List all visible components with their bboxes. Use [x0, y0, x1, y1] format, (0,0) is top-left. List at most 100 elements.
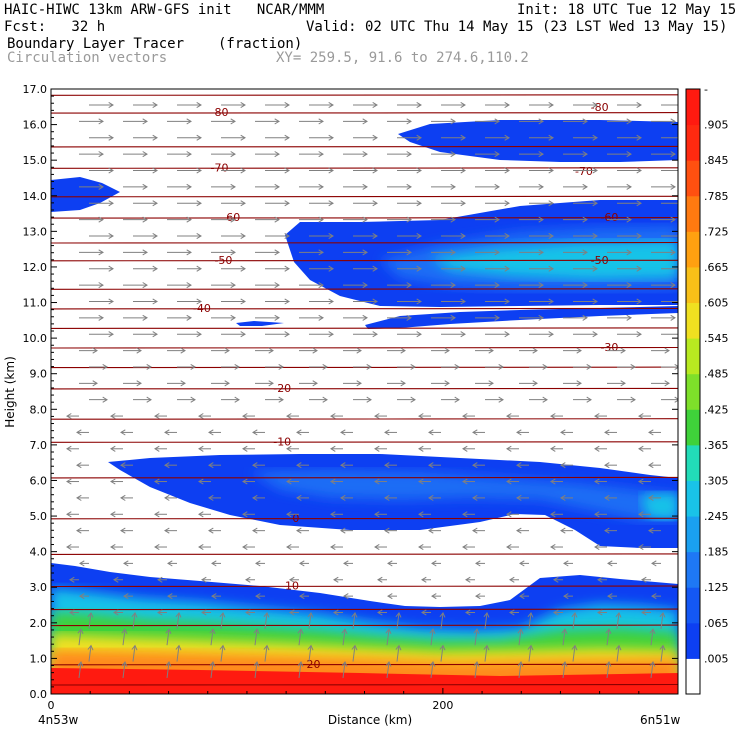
- vector-arrowhead: [318, 183, 324, 190]
- vector-arrowhead: [240, 298, 246, 305]
- vector-arrowhead: [152, 167, 158, 174]
- vector-arrowhead: [641, 576, 647, 583]
- overlay-name: Circulation vectors: [7, 50, 168, 66]
- colorbar-label: .005: [704, 652, 729, 665]
- tracer-region-top-left-patch: [51, 177, 120, 212]
- circulation-vector: [342, 629, 346, 646]
- vector-arrowhead: [113, 609, 119, 616]
- vector-arrowhead: [582, 118, 588, 125]
- vector-arrowhead: [504, 200, 510, 207]
- colorbar-swatch: [686, 480, 700, 517]
- vector-arrowhead: [538, 151, 544, 158]
- isotherm-label: 10: [285, 579, 299, 592]
- vector-arrowhead: [506, 413, 512, 420]
- x-tick-label: 0: [48, 699, 55, 712]
- colorbar-label: .545: [704, 332, 729, 345]
- vector-arrowhead: [362, 118, 368, 125]
- vector-arrowhead: [483, 611, 490, 618]
- vector-arrowhead: [586, 363, 592, 370]
- vector-arrowhead: [157, 609, 163, 616]
- vector-arrowhead: [278, 396, 284, 403]
- y-tick-label: 7.0: [30, 439, 48, 452]
- vector-arrowhead: [307, 644, 314, 651]
- circulation-vector: [616, 645, 620, 662]
- isotherm-line: [51, 241, 678, 244]
- y-tick-label: 1.0: [30, 652, 48, 665]
- vector-arrowhead: [527, 644, 534, 651]
- vector-arrowhead: [152, 101, 158, 109]
- colorbar: .005 .065 .125 .185 .245 .305 .365 .425 .485 .545…: [685, 83, 729, 695]
- vector-arrowhead: [638, 478, 644, 485]
- vector-arrowhead: [328, 200, 334, 207]
- circulation-vector: [88, 612, 92, 629]
- vector-arrowhead: [450, 216, 456, 223]
- vector-arrowhead: [120, 462, 126, 469]
- vector-arrowhead: [230, 249, 236, 256]
- vector-arrowhead: [340, 527, 346, 534]
- vector-arrowhead: [648, 527, 654, 534]
- vector-arrowhead: [460, 167, 466, 174]
- isotherm-label: -50: [591, 254, 609, 267]
- vector-arrowhead: [219, 644, 226, 651]
- vector-arrowhead: [450, 151, 456, 158]
- vector-arrowhead: [462, 511, 468, 518]
- circulation-vector: [298, 661, 302, 679]
- circulation-vector: [528, 612, 532, 629]
- vector-arrowhead: [462, 543, 468, 551]
- colorbar-label: .245: [704, 510, 729, 523]
- circulation-vector: [386, 661, 390, 679]
- vector-arrowhead: [626, 183, 632, 190]
- vector-arrowhead: [406, 282, 412, 289]
- isotherm-line: [51, 145, 678, 148]
- vector-arrowhead: [296, 429, 302, 436]
- vector-arrowhead: [651, 560, 657, 567]
- vector-arrowhead: [450, 249, 456, 256]
- colorbar-label: .485: [704, 368, 729, 381]
- colorbar-label: .785: [704, 190, 729, 203]
- vector-arrowhead: [571, 644, 578, 651]
- vector-arrowhead: [421, 609, 427, 616]
- colorbar-label: .185: [704, 546, 729, 559]
- vector-arrowhead: [604, 462, 610, 469]
- vector-arrowhead: [362, 151, 368, 158]
- vector-arrowhead: [274, 282, 280, 289]
- vector-arrowhead: [582, 314, 588, 321]
- vector-arrowhead: [186, 151, 192, 158]
- vector-arrowhead: [416, 167, 422, 174]
- vector-arrowhead: [472, 494, 478, 501]
- vector-arrowhead: [77, 628, 84, 634]
- vector-arrowhead: [504, 298, 510, 305]
- isotherm-line: [51, 476, 678, 479]
- vector-arrowhead: [98, 249, 104, 256]
- vector-arrowhead: [154, 413, 160, 420]
- vector-arrowhead: [472, 527, 478, 534]
- vector-arrowhead: [594, 543, 600, 551]
- vector-arrowhead: [421, 576, 427, 583]
- vector-arrowhead: [604, 429, 610, 436]
- vector-arrowhead: [548, 200, 554, 207]
- vector-arrowhead: [462, 413, 468, 420]
- vector-arrowhead: [519, 593, 525, 600]
- isotherm-line: [51, 94, 678, 96]
- vector-arrowhead: [681, 135, 685, 140]
- vector-arrowhead: [142, 216, 148, 223]
- circulation-vector: [88, 645, 92, 662]
- vector-arrowhead: [66, 478, 72, 485]
- vector-arrowhead: [362, 282, 368, 289]
- vector-arrowhead: [284, 200, 290, 207]
- vector-arrowhead: [374, 543, 380, 551]
- vector-arrowhead: [615, 644, 622, 651]
- vector-arrowhead: [416, 101, 422, 109]
- isotherm-label: -10: [273, 435, 291, 448]
- vector-arrowhead: [98, 282, 104, 289]
- x-tick-label: 200: [432, 699, 453, 712]
- circulation-vector: [352, 645, 356, 662]
- vector-arrowhead: [460, 101, 466, 109]
- vector-arrowhead: [108, 265, 114, 272]
- colorbar-swatch: [686, 160, 700, 197]
- isotherm-line: [51, 517, 678, 520]
- vector-arrowhead: [561, 628, 568, 634]
- isotherm-line: [51, 624, 678, 627]
- vector-arrowhead: [230, 183, 236, 190]
- vector-arrowhead: [494, 118, 500, 125]
